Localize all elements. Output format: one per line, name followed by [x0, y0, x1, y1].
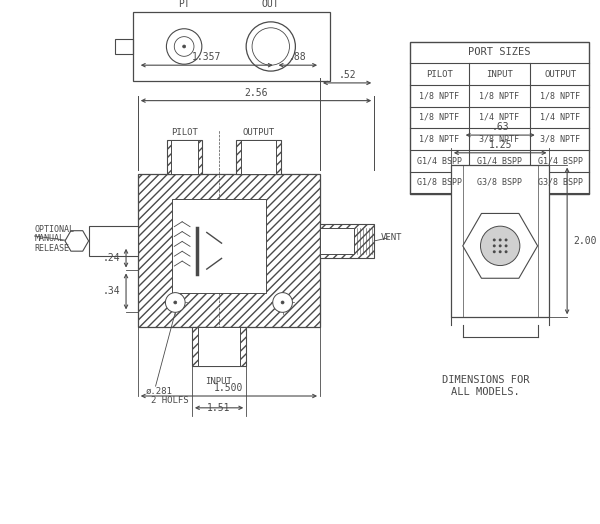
Text: 1/4 NPTF: 1/4 NPTF: [479, 113, 519, 122]
Text: 1/8 NPTF: 1/8 NPTF: [419, 135, 459, 144]
Bar: [172, 199, 266, 292]
Text: 1.500: 1.500: [214, 383, 244, 393]
Circle shape: [182, 45, 185, 48]
Bar: [133, 12, 330, 81]
Text: OUT: OUT: [262, 0, 280, 9]
Text: 1/8 NPTF: 1/8 NPTF: [479, 91, 519, 100]
Circle shape: [493, 250, 496, 253]
Text: G3/8 BSPP: G3/8 BSPP: [538, 178, 583, 187]
Text: OPTIONAL: OPTIONAL: [34, 225, 74, 234]
Text: PILOT: PILOT: [425, 70, 452, 79]
Circle shape: [166, 292, 185, 312]
Text: 1/8 NPTF: 1/8 NPTF: [419, 113, 459, 122]
Bar: [410, 41, 589, 194]
Text: 2.00: 2.00: [573, 236, 596, 246]
Text: G1/4 BSPP: G1/4 BSPP: [416, 156, 461, 165]
Bar: [241, 140, 275, 174]
Text: G1/4 BSPP: G1/4 BSPP: [538, 156, 583, 165]
Bar: [320, 224, 374, 258]
Text: 3/8 NPTF: 3/8 NPTF: [540, 135, 580, 144]
Text: PORT SIZES: PORT SIZES: [468, 47, 530, 58]
Text: .88: .88: [289, 52, 307, 62]
Text: VENT: VENT: [381, 234, 403, 243]
Text: 1.25: 1.25: [488, 140, 512, 150]
Text: G1/4 BSPP: G1/4 BSPP: [476, 156, 521, 165]
Text: DIMENSIONS FOR
ALL MODELS.: DIMENSIONS FOR ALL MODELS.: [442, 375, 529, 397]
Circle shape: [281, 301, 284, 304]
Circle shape: [493, 238, 496, 242]
Circle shape: [505, 244, 508, 247]
Text: OUTPUT: OUTPUT: [242, 128, 275, 137]
Bar: [138, 174, 320, 327]
Circle shape: [499, 238, 502, 242]
Text: 3/8 NPTF: 3/8 NPTF: [479, 135, 519, 144]
Text: PT: PT: [178, 0, 190, 9]
Circle shape: [499, 250, 502, 253]
Text: .52: .52: [338, 70, 356, 80]
Bar: [451, 165, 550, 317]
Circle shape: [273, 292, 292, 312]
Text: 1.51: 1.51: [208, 403, 231, 413]
Text: INPUT: INPUT: [205, 377, 232, 386]
Text: 1/8 NPTF: 1/8 NPTF: [540, 91, 580, 100]
Circle shape: [499, 244, 502, 247]
Text: PILOT: PILOT: [171, 128, 198, 137]
Text: INPUT: INPUT: [486, 70, 512, 79]
Polygon shape: [65, 231, 89, 251]
Bar: [167, 140, 202, 174]
Text: 1.357: 1.357: [192, 52, 221, 62]
Bar: [198, 327, 240, 366]
Text: .34: .34: [103, 287, 120, 297]
Circle shape: [505, 238, 508, 242]
Text: .63: .63: [491, 122, 509, 132]
Polygon shape: [463, 213, 538, 278]
Text: 2.56: 2.56: [244, 88, 268, 98]
Text: 1/8 NPTF: 1/8 NPTF: [419, 91, 459, 100]
Bar: [89, 226, 138, 256]
Text: OUTPUT: OUTPUT: [544, 70, 577, 79]
Circle shape: [493, 244, 496, 247]
Circle shape: [481, 226, 520, 266]
Bar: [236, 140, 281, 174]
Bar: [192, 327, 246, 366]
Text: 1/4 NPTF: 1/4 NPTF: [540, 113, 580, 122]
Bar: [172, 140, 198, 174]
Bar: [115, 39, 133, 54]
Circle shape: [174, 301, 177, 304]
Text: .24: .24: [103, 253, 120, 263]
Text: MANUAL: MANUAL: [34, 234, 64, 244]
Bar: [320, 227, 355, 254]
Text: RELEASE: RELEASE: [34, 244, 70, 253]
Text: G1/8 BSPP: G1/8 BSPP: [416, 178, 461, 187]
Text: 2 HOLFS: 2 HOLFS: [151, 397, 188, 406]
Text: G3/8 BSPP: G3/8 BSPP: [476, 178, 521, 187]
Text: ø.281: ø.281: [146, 387, 173, 396]
Circle shape: [505, 250, 508, 253]
